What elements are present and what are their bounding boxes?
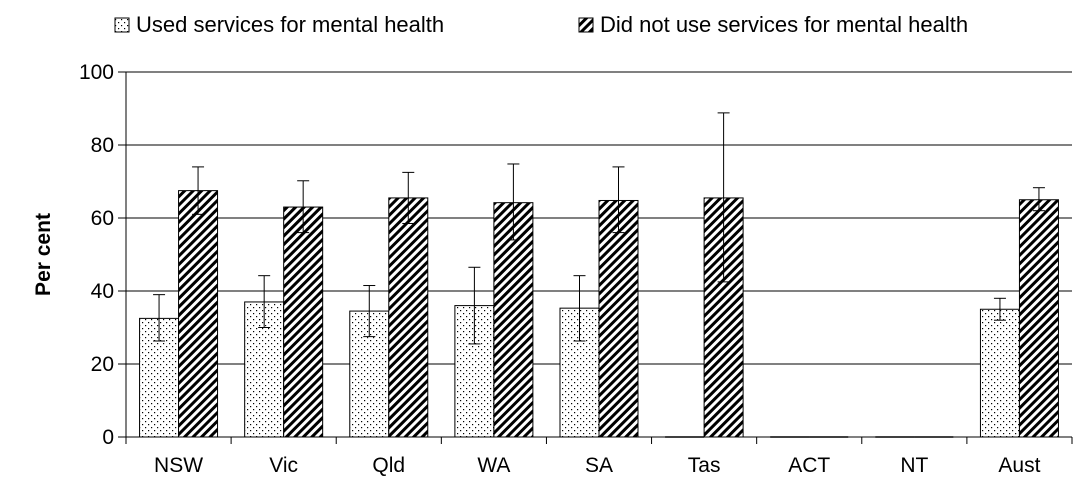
y-tick-label: 20 [91,353,114,376]
error-bar [153,294,166,342]
x-tick-label: Aust [998,454,1040,477]
y-tick-label: 40 [91,280,114,303]
error-bar [468,266,481,345]
x-tick-label: Tas [688,454,721,477]
error-bar [402,171,415,224]
legend-swatch [578,17,594,33]
y-tick-label: 0 [102,426,114,449]
error-bar [297,180,310,234]
bar-not-used-tas [703,197,744,438]
legend-item-used: Used services for mental health [114,12,444,37]
x-tick-label: Vic [269,454,298,477]
bars [139,190,1059,438]
error-bar [507,163,520,241]
error-bar [573,275,586,342]
error-bar [192,166,205,215]
x-tick-label: Qld [372,454,405,477]
error-bar [612,166,625,234]
x-tick-label: NT [900,454,928,477]
x-tick-label: SA [585,454,613,477]
bar-not-used-qld [388,197,429,438]
legend-label: Used services for mental health [136,12,444,37]
error-bar [258,275,271,328]
error-bar [1032,187,1045,212]
bar-not-used-aust [1018,199,1059,438]
x-tick-label: WA [477,454,510,477]
x-tick-label: ACT [788,454,830,477]
legend-label: Did not use services for mental health [600,12,968,37]
x-tick-label: NSW [154,454,203,477]
y-tick-label: 80 [91,134,114,157]
bar-not-used-nsw [178,190,219,438]
bar-not-used-vic [283,206,324,438]
bar-used-aust [979,308,1020,438]
legend-swatch [114,17,130,33]
y-tick-label: 60 [91,207,114,230]
error-bar [363,285,376,338]
error-bars [153,112,1045,345]
legend: Used services for mental health Did not u… [114,12,968,37]
axis-labels: 0 20 40 60 80 100 NSW Vic Qld WA SA Tas ACT NT Aust Per… [32,61,1041,477]
error-bar [993,297,1006,321]
bar-not-used-sa [598,199,639,438]
y-tick-label: 100 [79,61,114,84]
y-axis-label: Per cent [32,213,55,296]
bar-not-used-wa [493,202,534,438]
error-bar [717,112,730,283]
legend-item-not-used: Did not use services for mental health [578,12,968,37]
